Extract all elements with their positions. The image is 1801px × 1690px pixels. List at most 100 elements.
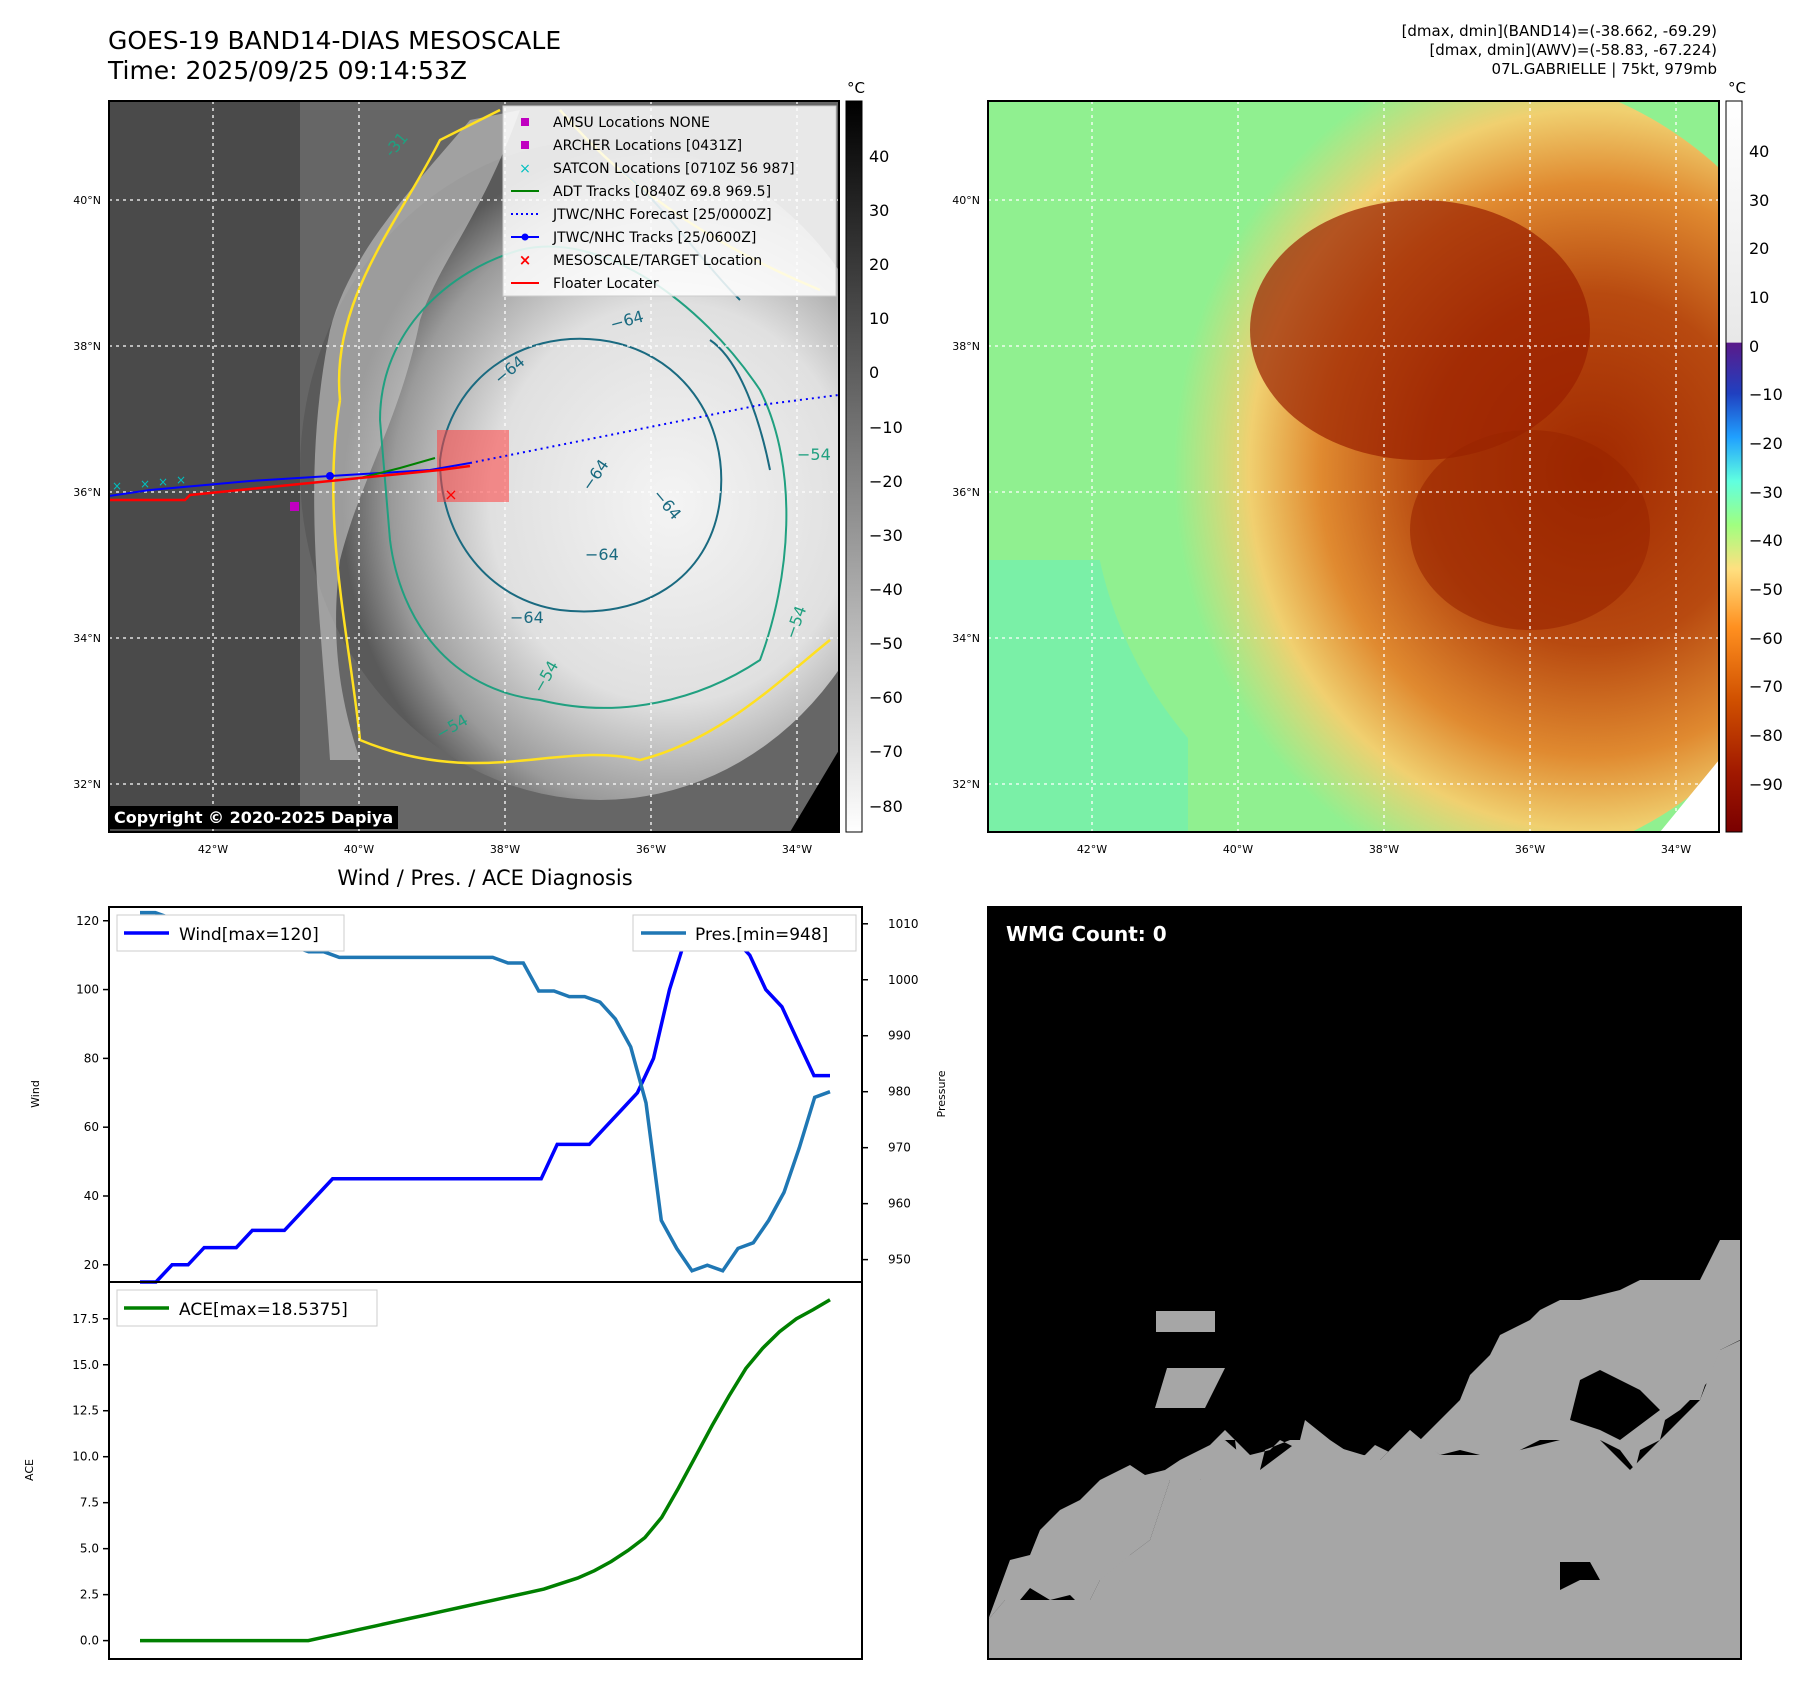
wind-axis-label: Wind xyxy=(29,1080,42,1108)
pressure-tick-label: 960 xyxy=(888,1197,911,1211)
legend-box xyxy=(502,105,837,297)
info-awv-range: [dmax, dmin](AWV)=(-58.83, -67.224) xyxy=(1429,41,1717,59)
legend-jtwc-tracks: JTWC/NHC Tracks [25/0600Z] xyxy=(552,230,756,246)
lon-label: 42°W xyxy=(198,843,228,856)
lon-label: 34°W xyxy=(782,843,812,856)
ir-colorbar xyxy=(845,100,863,833)
wmg-panel xyxy=(987,906,1742,1660)
colorbar-tick: −70 xyxy=(869,742,903,761)
colorbar-tick: −60 xyxy=(1749,629,1783,648)
satcon-markers: × × × × xyxy=(112,473,186,493)
lon-label: 40°W xyxy=(1223,843,1253,856)
lat-label: 32°N xyxy=(73,778,101,791)
colorbar-tick: −60 xyxy=(869,688,903,707)
ace-ticks: 0.0 2.5 5.0 7.5 10.0 12.5 15.0 17.5 xyxy=(72,1312,109,1648)
wmg-count-label: WMG Count: 0 xyxy=(1006,922,1167,946)
target-location-marker: × xyxy=(444,485,457,504)
svg-text:×: × xyxy=(140,477,150,491)
lat-label: 36°N xyxy=(952,486,980,499)
ace-axis-label: ACE xyxy=(23,1459,36,1481)
info-storm-name: 07L.GABRIELLE | 75kt, 979mb xyxy=(1491,60,1717,78)
colorbar-tick: 0 xyxy=(869,363,879,382)
svg-text:×: × xyxy=(176,473,186,487)
colorbar-tick: −30 xyxy=(869,526,903,545)
satcon-legend-marker: × xyxy=(519,161,531,177)
awv-nodata-wedge xyxy=(1660,760,1719,832)
awv-gridlines xyxy=(988,101,1719,832)
ace-tick-label: 12.5 xyxy=(72,1404,99,1418)
wind-tick-label: 120 xyxy=(76,914,99,928)
pressure-axis-label: Pressure xyxy=(935,1070,948,1117)
wmg-gray-patch xyxy=(1155,1368,1225,1408)
wmg-gray-region-lower xyxy=(988,1340,1741,1659)
colorbar-tick: −10 xyxy=(1749,385,1783,404)
wind-legend-label: Wind[max=120] xyxy=(179,925,319,945)
colorbar-tick: −20 xyxy=(869,472,903,491)
lon-label: 36°W xyxy=(636,843,666,856)
ir-nodata-wedge xyxy=(790,750,839,832)
colorbar-tick: −50 xyxy=(869,634,903,653)
ace-tick-label: 15.0 xyxy=(72,1358,99,1372)
title-line-2: Time: 2025/09/25 09:14:53Z xyxy=(108,56,467,85)
awv-colorbar-ticks: 40 30 20 10 0 −10 −20 −30 −40 −50 −60 −7… xyxy=(1749,142,1783,794)
archer-legend-marker xyxy=(521,141,529,149)
wind-series-line xyxy=(140,919,830,1284)
awv-image-panel: 40°N 38°N 36°N 34°N 32°N 42°W 40°W 38°W … xyxy=(952,79,1783,856)
contour-label: −64 xyxy=(510,608,544,627)
ace-series-line xyxy=(140,1298,831,1643)
storm-info: [dmax, dmin](BAND14)=(-38.662, -69.29) [… xyxy=(1402,22,1717,79)
ace-tick-label: 7.5 xyxy=(80,1496,99,1510)
pressure-tick-label: 1000 xyxy=(888,973,919,987)
lat-label: 34°N xyxy=(952,632,980,645)
awv-lon-labels: 42°W 40°W 38°W 36°W 34°W xyxy=(1077,843,1691,856)
wind-tick-label: 20 xyxy=(84,1258,99,1272)
colorbar-tick: −10 xyxy=(869,418,903,437)
ir-cloud-core xyxy=(300,140,839,800)
info-band14-range: [dmax, dmin](BAND14)=(-38.662, -69.29) xyxy=(1401,22,1717,40)
lat-label: 32°N xyxy=(952,778,980,791)
pressure-tick-label: 990 xyxy=(888,1029,911,1043)
ir-colorbar-ticks: 40 30 20 10 0 −10 −20 −30 −40 −50 −60 −7… xyxy=(869,147,903,816)
colorbar-tick: 30 xyxy=(1749,191,1769,210)
ir-panel-frame xyxy=(108,100,840,833)
ace-tick-label: 17.5 xyxy=(72,1312,99,1326)
legend-forecast: JTWC/NHC Forecast [25/0000Z] xyxy=(552,207,772,223)
adt-track-line xyxy=(359,457,436,479)
wind-tick-label: 60 xyxy=(84,1120,99,1134)
ace-chart-frame xyxy=(108,1281,863,1660)
colorbar-tick: −70 xyxy=(1749,677,1783,696)
awv-colorbar xyxy=(1725,100,1743,833)
wmg-black-hole xyxy=(1560,1562,1600,1590)
lat-label: 40°N xyxy=(952,194,980,207)
ir-image-panel: × × × × × -31 −64 −64 −64 −64 −54 −54 −54 −… xyxy=(73,79,903,856)
legend-satcon: SATCON Locations [0710Z 56 987] xyxy=(553,161,795,177)
copyright-badge: Copyright © 2020-2025 Dapiya xyxy=(109,806,399,829)
lon-label: 38°W xyxy=(1369,843,1399,856)
pressure-tick-label: 950 xyxy=(888,1253,911,1267)
jtwc-track-line xyxy=(109,462,471,497)
pressure-tick-label: 980 xyxy=(888,1085,911,1099)
contour-label: −54 xyxy=(797,445,831,464)
colorbar-tick: 30 xyxy=(869,201,889,220)
ace-tick-label: 10.0 xyxy=(72,1450,99,1464)
wmg-gray-patch xyxy=(1156,1311,1215,1332)
jtwc-track-legend-dot xyxy=(521,233,529,241)
awv-colorbar-unit: °C xyxy=(1728,79,1746,97)
lon-label: 40°W xyxy=(344,843,374,856)
svg-text:×: × xyxy=(112,479,122,493)
legend-amsu: AMSU Locations NONE xyxy=(553,115,710,131)
pressure-tick-label: 1010 xyxy=(888,917,919,931)
colorbar-tick: −40 xyxy=(869,580,903,599)
ace-legend: ACE[max=18.5375] xyxy=(116,1289,378,1327)
legend-target: MESOSCALE/TARGET Location xyxy=(553,253,762,269)
pressure-legend: Pres.[min=948] xyxy=(632,914,857,952)
colorbar-tick: 20 xyxy=(869,255,889,274)
wind-pressure-chart: Wind / Pres. / ACE Diagnosis Wind Pressu… xyxy=(29,866,948,1284)
lon-label: 38°W xyxy=(490,843,520,856)
colorbar-tick: 10 xyxy=(1749,288,1769,307)
wmg-black-hole xyxy=(1570,1370,1660,1440)
awv-dry-core-north xyxy=(1250,200,1590,460)
lat-label: 38°N xyxy=(73,340,101,353)
floater-locator-line xyxy=(109,464,471,502)
pressure-ticks: 950 960 970 980 990 1000 1010 xyxy=(862,917,919,1267)
